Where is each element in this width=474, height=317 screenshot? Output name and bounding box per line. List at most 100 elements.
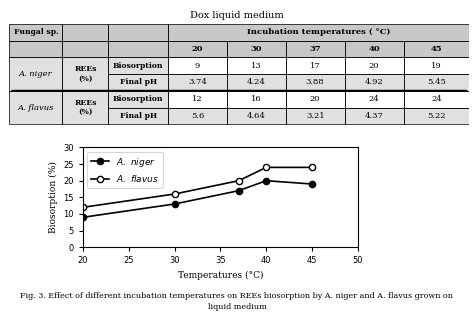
Bar: [168, 57, 227, 74]
Bar: [168, 74, 227, 91]
Text: liquid medium: liquid medium: [208, 303, 266, 311]
Bar: [345, 107, 403, 124]
Text: Biosorption: Biosorption: [113, 62, 164, 70]
Text: 16: 16: [251, 95, 262, 103]
Bar: [109, 107, 168, 124]
Bar: [403, 41, 469, 57]
Bar: [345, 91, 403, 107]
Text: Dox liquid medium: Dox liquid medium: [190, 11, 284, 20]
Bar: [345, 57, 403, 74]
Bar: [109, 24, 168, 41]
Bar: [109, 74, 168, 91]
Text: 45: 45: [430, 45, 442, 53]
Bar: [109, 57, 168, 74]
Text: Fungal sp.: Fungal sp.: [14, 28, 58, 36]
Bar: [63, 91, 109, 124]
Bar: [109, 41, 168, 57]
Text: Biosorption: Biosorption: [113, 95, 164, 103]
Text: 20: 20: [310, 95, 320, 103]
Text: 19: 19: [431, 62, 442, 70]
Text: 37: 37: [310, 45, 321, 53]
Bar: [403, 57, 469, 74]
Bar: [168, 24, 469, 41]
Bar: [286, 91, 345, 107]
Text: 24: 24: [369, 95, 380, 103]
Text: 5.6: 5.6: [191, 112, 204, 120]
Bar: [286, 74, 345, 91]
Bar: [109, 91, 168, 107]
Bar: [9, 57, 63, 91]
Bar: [227, 41, 286, 57]
Text: A. flavus: A. flavus: [18, 104, 54, 112]
Text: Fig. 3. Effect of different incubation temperatures on REEs biosorption by A. ni: Fig. 3. Effect of different incubation t…: [20, 292, 454, 300]
Bar: [227, 91, 286, 107]
Bar: [345, 74, 403, 91]
Bar: [286, 57, 345, 74]
Bar: [63, 57, 109, 91]
Bar: [403, 74, 469, 91]
Bar: [9, 41, 63, 57]
Text: 30: 30: [251, 45, 262, 53]
Bar: [227, 57, 286, 74]
Text: 3.88: 3.88: [306, 78, 325, 87]
Bar: [109, 57, 168, 74]
Text: 17: 17: [310, 62, 320, 70]
Text: REEs
(%): REEs (%): [74, 65, 97, 83]
Bar: [345, 57, 403, 74]
Text: 4.37: 4.37: [365, 112, 383, 120]
Bar: [345, 107, 403, 124]
Bar: [9, 91, 63, 124]
Bar: [9, 57, 63, 91]
Text: Final pH: Final pH: [119, 78, 157, 87]
Text: 3.74: 3.74: [188, 78, 207, 87]
$A.\ flavus$: [80, 205, 86, 209]
Text: A. niger: A. niger: [19, 70, 53, 78]
Bar: [168, 41, 227, 57]
Bar: [403, 107, 469, 124]
Bar: [286, 107, 345, 124]
Bar: [63, 41, 109, 57]
Bar: [403, 74, 469, 91]
Bar: [286, 41, 345, 57]
Bar: [286, 57, 345, 74]
Text: 40: 40: [368, 45, 380, 53]
Bar: [9, 24, 63, 41]
Text: 5.22: 5.22: [427, 112, 446, 120]
Bar: [168, 91, 227, 107]
Text: 12: 12: [192, 95, 203, 103]
Text: 13: 13: [251, 62, 262, 70]
Line: $A.\ niger$: $A.\ niger$: [80, 178, 315, 220]
Text: 4.92: 4.92: [365, 78, 383, 87]
Text: 4.24: 4.24: [247, 78, 266, 87]
$A.\ niger$: [80, 216, 86, 219]
Text: Final pH: Final pH: [119, 112, 157, 120]
Bar: [345, 74, 403, 91]
Bar: [403, 107, 469, 124]
Bar: [168, 107, 227, 124]
Bar: [63, 24, 109, 41]
Bar: [403, 91, 469, 107]
Text: 3.21: 3.21: [306, 112, 325, 120]
Text: REEs
(%): REEs (%): [74, 99, 97, 116]
$A.\ niger$: [236, 189, 242, 193]
Bar: [168, 74, 227, 91]
Bar: [403, 41, 469, 57]
Bar: [168, 91, 227, 107]
$A.\ flavus$: [236, 179, 242, 183]
Bar: [9, 41, 63, 57]
Bar: [9, 91, 63, 124]
$A.\ flavus$: [264, 165, 269, 169]
$A.\ niger$: [309, 182, 315, 186]
Bar: [109, 91, 168, 107]
Bar: [168, 41, 227, 57]
Text: 5.45: 5.45: [427, 78, 446, 87]
Bar: [63, 24, 109, 41]
Bar: [286, 74, 345, 91]
Bar: [63, 57, 109, 91]
Legend: $A.\ niger$, $A.\ flavus$: $A.\ niger$, $A.\ flavus$: [88, 152, 163, 188]
Bar: [227, 107, 286, 124]
Text: 20: 20: [192, 45, 203, 53]
Bar: [286, 107, 345, 124]
Bar: [227, 74, 286, 91]
Bar: [345, 41, 403, 57]
